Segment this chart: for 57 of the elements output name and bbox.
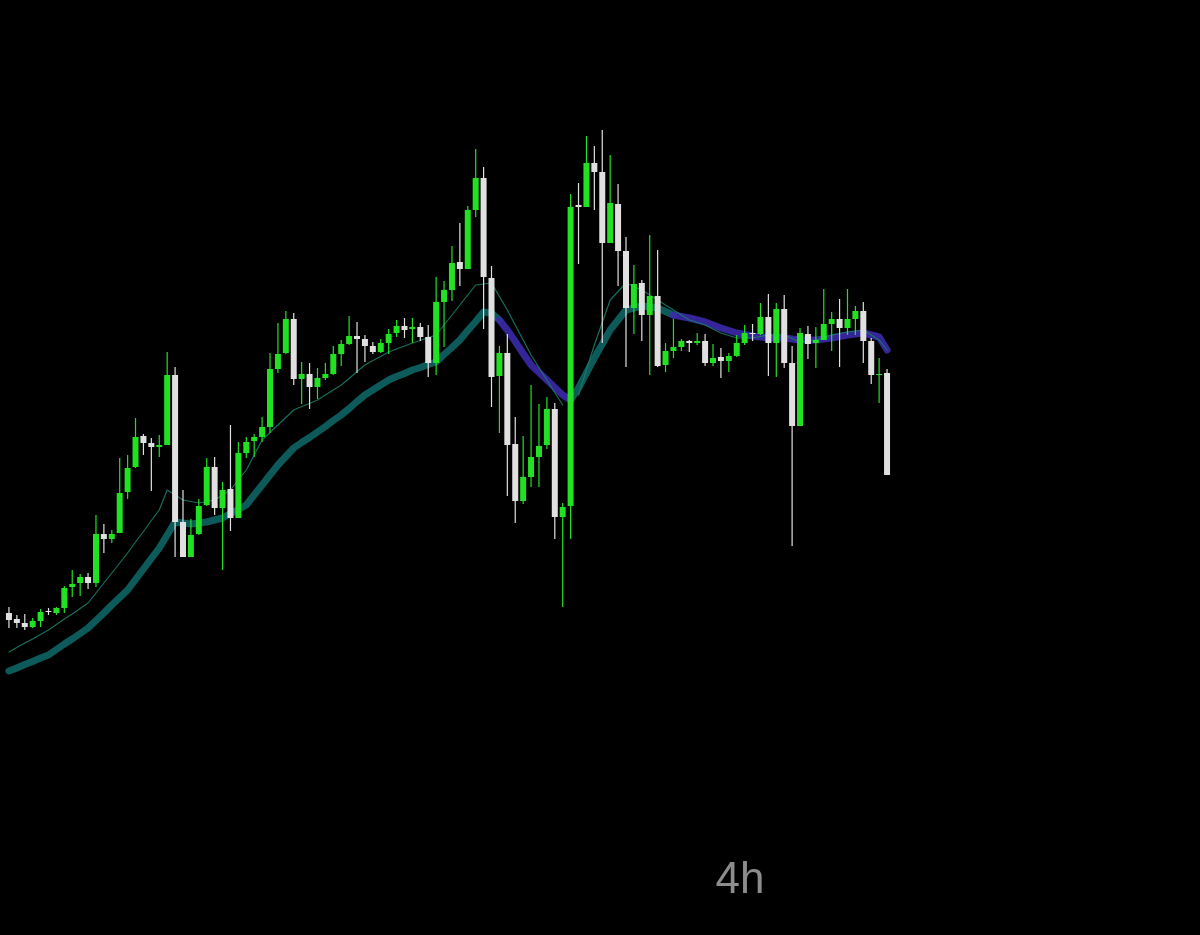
candlestick <box>812 326 819 369</box>
text: 4h <box>715 853 765 902</box>
candlestick <box>630 264 637 335</box>
candlestick <box>274 322 281 374</box>
candlestick <box>77 573 84 597</box>
candlestick <box>124 454 131 500</box>
candlestick <box>140 433 147 456</box>
candlestick <box>535 403 542 488</box>
candlestick <box>836 298 843 368</box>
candlestick <box>528 384 535 488</box>
candlestick <box>330 345 337 376</box>
candlestick <box>346 315 353 346</box>
candlestick <box>710 343 717 367</box>
candlestick <box>559 502 566 608</box>
candlestick <box>100 523 107 554</box>
candlestick <box>61 585 68 614</box>
candlestick <box>85 572 92 590</box>
candlestick <box>306 362 313 410</box>
candlestick <box>741 324 748 346</box>
candlestick <box>243 436 250 459</box>
candlestick <box>757 302 764 336</box>
candlestick <box>354 321 361 374</box>
candlestick <box>852 305 859 336</box>
candlestick <box>156 434 163 458</box>
candlestick <box>828 311 835 352</box>
candlestick <box>385 328 392 355</box>
candlestick <box>338 339 345 367</box>
candlestick <box>733 334 740 358</box>
candlestick <box>496 345 503 434</box>
candlestick <box>314 367 321 400</box>
candlestick <box>876 357 883 404</box>
candlestick <box>456 222 463 287</box>
candlestick <box>702 333 709 367</box>
candlestick <box>219 481 226 571</box>
candlestick <box>148 437 155 492</box>
candlestick <box>401 317 408 339</box>
candlestick <box>662 342 669 373</box>
candlestick <box>820 288 827 341</box>
candlestick <box>717 347 724 379</box>
candlestick <box>575 182 582 265</box>
candlestick <box>69 569 76 598</box>
candlestick <box>591 145 598 211</box>
candlestick <box>259 416 266 443</box>
candlestick <box>804 325 811 360</box>
candlestick <box>298 361 305 405</box>
candlestick <box>251 433 258 458</box>
candlestick <box>441 280 448 348</box>
candlestick <box>520 435 527 505</box>
candlestick <box>5 606 12 629</box>
candlestick <box>844 288 851 336</box>
candlestick <box>670 318 677 359</box>
candlestick <box>646 234 653 376</box>
candlestick <box>409 317 416 344</box>
candlestick <box>13 614 20 629</box>
candlestick <box>725 352 732 373</box>
candlestick <box>361 334 368 363</box>
candlestick <box>187 518 194 558</box>
